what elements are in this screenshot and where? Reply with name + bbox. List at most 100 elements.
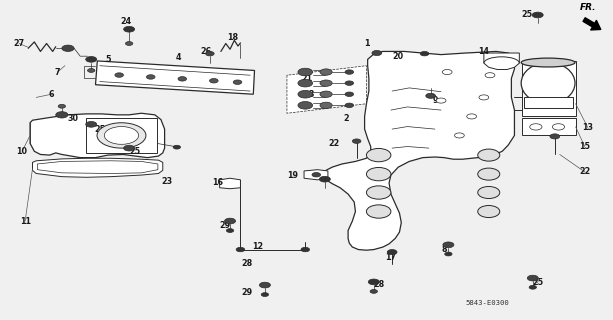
Text: 25: 25 (532, 278, 543, 287)
Circle shape (352, 139, 361, 143)
Text: 11: 11 (20, 217, 31, 226)
Circle shape (320, 80, 332, 86)
Text: 7: 7 (55, 68, 60, 76)
Text: 25: 25 (521, 11, 532, 20)
Circle shape (147, 75, 155, 79)
Text: 22: 22 (329, 139, 340, 148)
Polygon shape (96, 61, 254, 94)
Text: 1: 1 (364, 39, 369, 48)
Text: 13: 13 (582, 123, 593, 132)
Circle shape (312, 172, 321, 177)
Circle shape (205, 52, 214, 56)
FancyBboxPatch shape (86, 118, 157, 153)
Circle shape (126, 42, 133, 45)
Circle shape (173, 145, 180, 149)
Text: 28: 28 (242, 259, 253, 268)
Circle shape (479, 95, 489, 100)
Circle shape (345, 70, 354, 74)
Polygon shape (32, 158, 163, 177)
Circle shape (124, 26, 135, 32)
Text: 27: 27 (13, 39, 25, 48)
Text: 5843-E0300: 5843-E0300 (465, 300, 509, 306)
Polygon shape (30, 113, 165, 158)
Circle shape (442, 69, 452, 75)
Circle shape (370, 290, 378, 293)
Ellipse shape (478, 187, 500, 198)
Circle shape (372, 51, 382, 56)
Ellipse shape (367, 167, 391, 181)
Text: FR.: FR. (579, 3, 596, 12)
Circle shape (530, 124, 542, 130)
Circle shape (454, 133, 464, 138)
Polygon shape (325, 52, 514, 250)
Ellipse shape (367, 205, 391, 218)
Text: 21: 21 (301, 74, 312, 83)
Circle shape (529, 285, 536, 289)
Text: 28: 28 (373, 280, 384, 289)
Circle shape (552, 124, 565, 130)
Ellipse shape (367, 148, 391, 162)
Circle shape (421, 52, 429, 56)
Circle shape (319, 176, 330, 182)
Circle shape (298, 91, 313, 98)
Circle shape (532, 12, 543, 18)
Circle shape (97, 123, 146, 148)
Text: 12: 12 (252, 242, 263, 251)
Circle shape (320, 91, 332, 97)
Circle shape (210, 78, 218, 83)
Circle shape (233, 80, 242, 84)
Circle shape (62, 45, 74, 52)
Circle shape (527, 275, 538, 281)
Circle shape (115, 73, 123, 77)
Ellipse shape (367, 186, 391, 199)
Circle shape (368, 279, 379, 285)
Ellipse shape (478, 168, 500, 180)
Ellipse shape (521, 58, 575, 67)
Circle shape (443, 242, 454, 248)
Text: 10: 10 (17, 147, 28, 156)
Circle shape (124, 145, 135, 151)
Circle shape (259, 282, 270, 288)
Text: 23: 23 (161, 177, 173, 186)
Text: 2: 2 (343, 114, 349, 123)
Text: 16: 16 (212, 179, 223, 188)
Circle shape (426, 93, 436, 98)
Text: 20: 20 (393, 52, 404, 61)
Circle shape (56, 112, 68, 118)
Circle shape (226, 229, 234, 232)
Text: 29: 29 (241, 288, 252, 297)
Circle shape (387, 250, 397, 255)
FancyArrowPatch shape (583, 18, 601, 30)
Circle shape (320, 69, 332, 75)
FancyBboxPatch shape (522, 118, 576, 135)
Circle shape (298, 79, 313, 87)
Text: 19: 19 (287, 171, 299, 180)
Text: 14: 14 (478, 47, 489, 56)
Text: 30: 30 (67, 114, 78, 123)
Text: 29: 29 (219, 221, 230, 230)
Polygon shape (287, 66, 367, 113)
Text: 22: 22 (579, 167, 590, 176)
Circle shape (345, 92, 354, 96)
Text: 9: 9 (432, 96, 438, 105)
Text: 25: 25 (130, 147, 141, 156)
Text: 8: 8 (441, 245, 447, 254)
Circle shape (345, 103, 354, 108)
Circle shape (178, 76, 186, 81)
Circle shape (320, 102, 332, 108)
Text: 24: 24 (121, 17, 132, 26)
Text: 6: 6 (48, 90, 54, 99)
Circle shape (86, 122, 97, 127)
Ellipse shape (521, 62, 575, 104)
Ellipse shape (478, 149, 500, 161)
Text: 4: 4 (175, 53, 181, 62)
Circle shape (104, 127, 139, 144)
Circle shape (261, 293, 268, 297)
Polygon shape (219, 178, 240, 189)
Circle shape (86, 57, 97, 62)
Circle shape (224, 218, 235, 224)
Ellipse shape (478, 205, 500, 218)
FancyBboxPatch shape (522, 61, 576, 116)
Text: 26: 26 (200, 47, 211, 56)
Text: 3: 3 (308, 90, 314, 99)
